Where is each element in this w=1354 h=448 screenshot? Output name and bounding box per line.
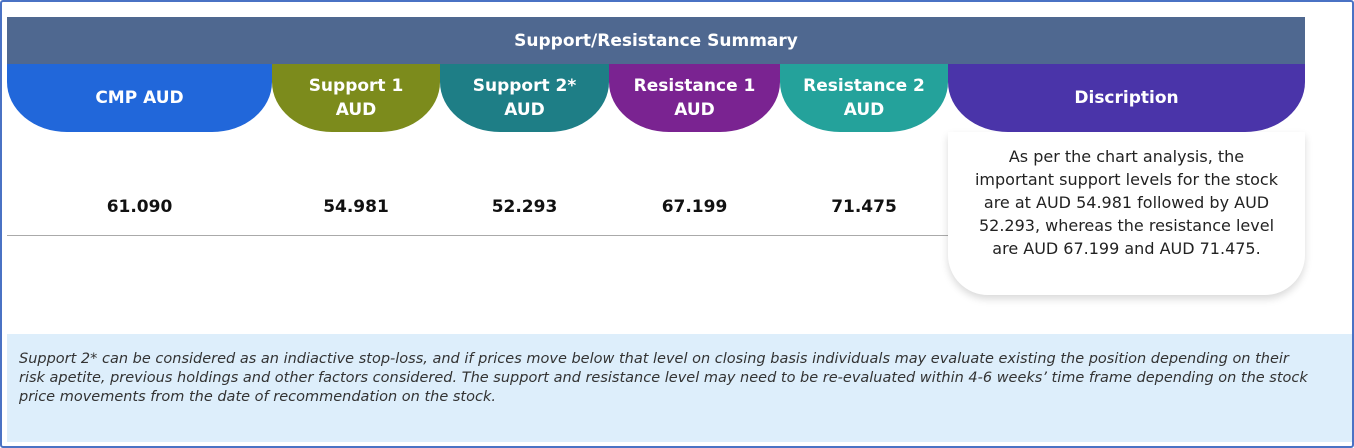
cell-value: 71.475 <box>780 192 948 222</box>
text: Resistance 1 AUD <box>633 76 756 120</box>
cell-value: 54.981 <box>272 192 440 222</box>
text: 67.199 <box>661 197 728 217</box>
header-label: Discription <box>1074 88 1179 108</box>
footnote-band <box>7 334 1352 442</box>
description-text: As per the chart analysis, the important… <box>974 147 1278 258</box>
cell-value: 61.090 <box>7 192 272 222</box>
footnote: Support 2* can be considered as an india… <box>19 351 1308 405</box>
column-header: Support 1 AUD <box>272 64 440 132</box>
column-header: Discription <box>948 64 1305 132</box>
cell-value: 52.293 <box>440 192 609 222</box>
text: CMP AUD <box>95 88 184 108</box>
text: 54.981 <box>323 197 389 217</box>
text: Support 2* AUD <box>472 76 577 120</box>
row-divider <box>7 235 948 236</box>
description-box <box>948 132 1305 295</box>
title: Support/Resistance Summary <box>7 17 1305 64</box>
text: Support 1 AUD <box>308 76 404 120</box>
text: Resistance 2 AUD <box>803 76 925 120</box>
text: 52.293 <box>491 197 558 217</box>
column-header: Resistance 1 AUD <box>609 64 780 132</box>
column-header: Support 2* AUD <box>440 64 609 132</box>
cell-value: 67.199 <box>609 192 780 222</box>
text: 71.475 <box>831 197 897 217</box>
column-header: CMP AUD <box>7 64 272 132</box>
column-header: Resistance 2 AUD <box>780 64 948 132</box>
text: 61.090 <box>106 197 173 217</box>
